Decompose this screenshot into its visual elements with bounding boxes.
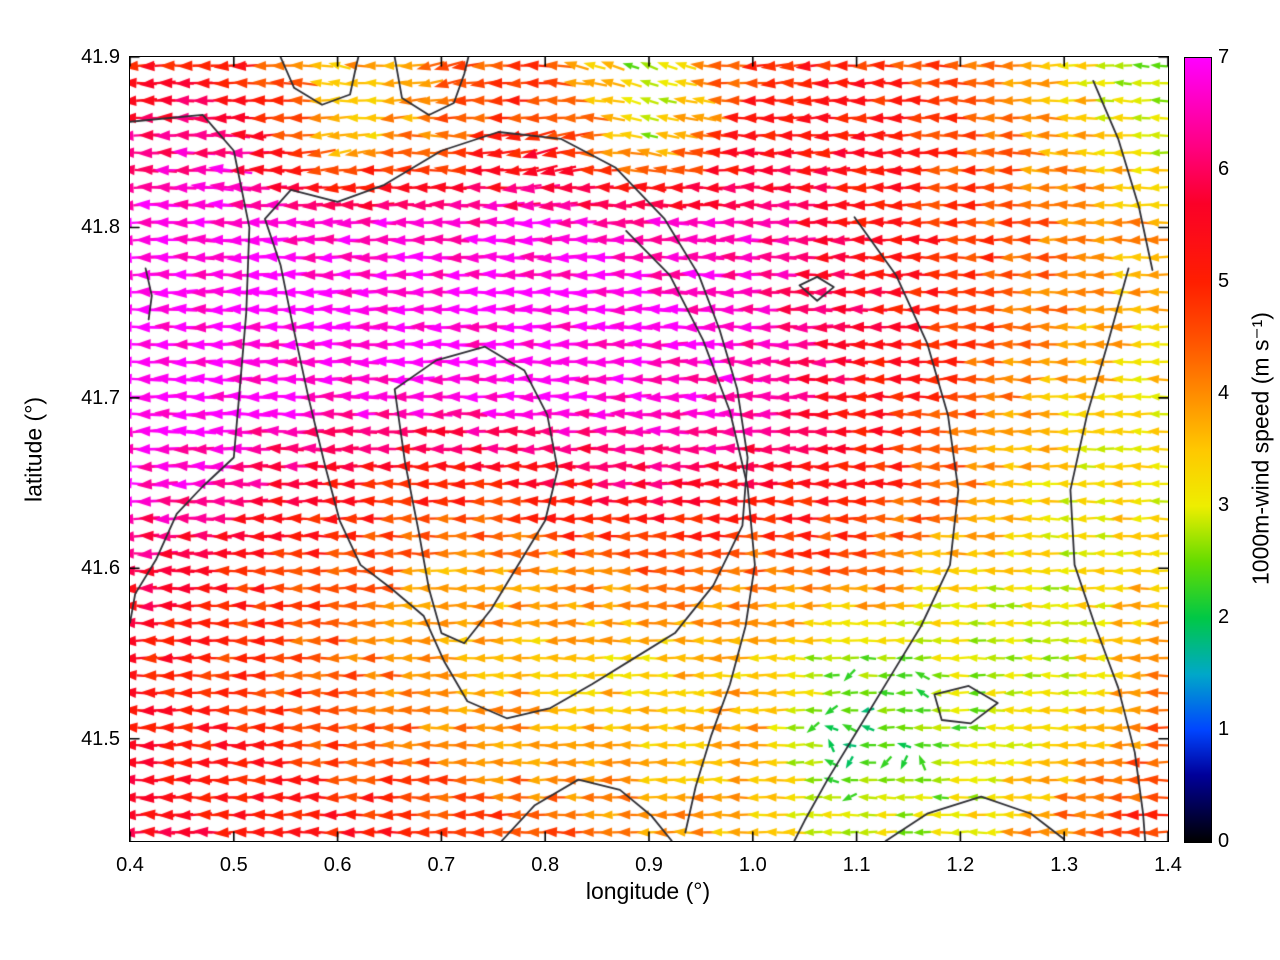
x-tick-label: 0.6 [323, 854, 352, 876]
y-tick-label: 41.9 [81, 46, 120, 68]
x-tick-label: 0.8 [531, 854, 560, 876]
colorbar-tick-label: 6 [1218, 158, 1230, 180]
y-tick-label: 41.5 [81, 727, 120, 750]
colorbar-tick-label: 4 [1218, 382, 1230, 404]
x-tick-label: 0.7 [427, 854, 456, 876]
y-tick-label: 41.7 [81, 386, 120, 409]
colorbar-tick-label: 2 [1218, 606, 1230, 628]
colorbar-tick-label: 1 [1218, 718, 1230, 740]
x-tick-label: 0.9 [635, 854, 663, 876]
plot-area [129, 56, 1169, 842]
colorbar-tick-label: 0 [1218, 830, 1230, 852]
y-axis-label: latitude (°) [20, 396, 47, 502]
colorbar-tick-label: 7 [1218, 46, 1230, 68]
x-tick-label: 0.4 [116, 854, 144, 876]
x-tick-label: 1.0 [738, 854, 767, 876]
y-tick-label: 41.8 [81, 216, 120, 239]
x-tick-label: 0.5 [219, 854, 248, 876]
x-axis-label: longitude (°) [585, 878, 711, 904]
colorbar-label: 1000m-wind speed (m s⁻¹) [1247, 312, 1274, 586]
colorbar [1184, 57, 1212, 843]
x-tick-label: 1.4 [1154, 854, 1182, 876]
colorbar-tick-label: 3 [1218, 494, 1230, 516]
x-tick-label: 1.3 [1050, 854, 1079, 876]
x-tick-label: 1.1 [842, 854, 871, 876]
y-tick-label: 41.6 [81, 557, 120, 580]
colorbar-tick-label: 5 [1218, 270, 1230, 292]
x-tick-label: 1.2 [946, 854, 975, 876]
wind-quiver-canvas [130, 57, 1168, 841]
